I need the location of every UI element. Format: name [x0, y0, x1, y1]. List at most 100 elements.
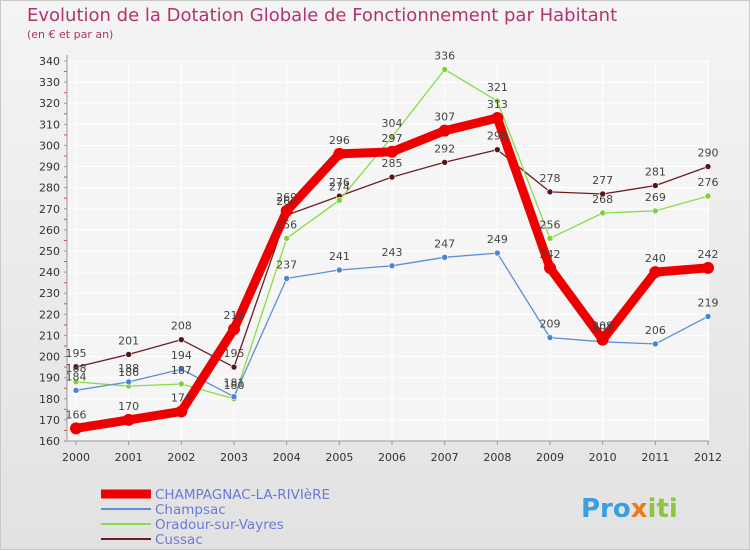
y-tick-label: 160	[39, 435, 60, 448]
x-tick-label: 2000	[62, 451, 90, 464]
point-cussac	[125, 351, 132, 358]
data-label-champagnac-la-rivi-re: 242	[698, 248, 719, 261]
data-label-cussac: 298	[487, 130, 508, 143]
point-champsac	[388, 262, 396, 270]
point-champagnac-la-rivi-re	[175, 405, 188, 418]
y-tick-label: 190	[39, 372, 60, 385]
data-label-cussac: 195	[66, 347, 87, 360]
point-champsac	[494, 249, 501, 257]
point-cussac	[546, 188, 554, 196]
point-cussac	[704, 163, 712, 170]
point-oradour-sur-vayres	[494, 97, 501, 105]
point-champagnac-la-rivi-re	[280, 204, 293, 217]
point-cussac	[178, 336, 185, 343]
data-label-champsac: 184	[66, 370, 87, 383]
data-label-oradour-sur-vayres: 186	[118, 366, 139, 379]
data-label-cussac: 267	[276, 195, 297, 208]
point-champsac	[704, 313, 712, 320]
y-tick-label: 210	[39, 329, 60, 342]
data-label-oradour-sur-vayres: 269	[645, 191, 666, 204]
y-tick-label: 250	[39, 245, 60, 258]
point-oradour-sur-vayres	[336, 197, 343, 204]
y-tick-label: 170	[39, 414, 60, 427]
svg-text:Proxiti: Proxiti	[581, 494, 678, 524]
y-tick-label: 340	[39, 55, 60, 68]
data-label-champsac: 241	[329, 250, 350, 263]
point-champagnac-la-rivi-re	[544, 261, 556, 274]
point-oradour-sur-vayres	[704, 192, 712, 200]
data-label-champagnac-la-rivi-re: 166	[66, 408, 87, 421]
point-champagnac-la-rivi-re	[438, 124, 451, 137]
y-tick-label: 260	[39, 224, 60, 237]
point-cussac	[494, 146, 501, 153]
chart-subtitle: (en € et par an)	[27, 28, 114, 41]
x-tick-label: 2006	[378, 451, 406, 464]
x-tick-label: 2012	[694, 451, 722, 464]
point-oradour-sur-vayres	[599, 209, 606, 217]
y-tick-label: 280	[39, 182, 60, 195]
data-label-oradour-sur-vayres: 256	[276, 218, 297, 231]
data-label-cussac: 278	[540, 172, 561, 185]
x-tick-label: 2002	[167, 451, 195, 464]
data-label-cussac: 281	[645, 166, 666, 179]
point-champsac	[546, 334, 554, 341]
logo-part-2: x	[631, 494, 648, 524]
data-label-champsac: 243	[382, 246, 403, 259]
point-champsac	[72, 387, 80, 394]
logo-part-3: iti	[648, 494, 678, 524]
y-tick-label: 220	[39, 308, 60, 321]
y-tick-label: 310	[39, 118, 60, 131]
data-label-oradour-sur-vayres: 268	[592, 193, 613, 206]
point-champagnac-la-rivi-re	[702, 261, 714, 274]
data-label-cussac: 195	[224, 347, 245, 360]
y-tick-label: 200	[39, 351, 60, 364]
proxiti-logo: Proxiti	[581, 494, 678, 524]
point-cussac	[230, 363, 238, 371]
data-label-oradour-sur-vayres: 304	[382, 117, 403, 130]
y-tick-label: 300	[39, 139, 60, 152]
point-champsac	[283, 275, 290, 282]
data-label-champagnac-la-rivi-re: 313	[487, 98, 508, 111]
data-label-cussac: 290	[698, 147, 719, 160]
data-label-champsac: 194	[171, 349, 192, 362]
data-label-champagnac-la-rivi-re: 174	[171, 391, 192, 404]
point-oradour-sur-vayres	[441, 66, 448, 73]
data-label-oradour-sur-vayres: 187	[171, 364, 192, 377]
x-tick-label: 2009	[536, 451, 564, 464]
data-label-champagnac-la-rivi-re: 307	[434, 111, 455, 124]
point-champagnac-la-rivi-re	[596, 333, 609, 346]
data-label-cussac: 277	[592, 174, 613, 187]
legend-label-champagnac-la-rivi-re: CHAMPAGNAC-LA-RIVIèRE	[155, 487, 330, 503]
point-champsac	[125, 378, 132, 386]
x-tick-label: 2003	[220, 451, 248, 464]
point-champagnac-la-rivi-re	[491, 112, 504, 124]
data-label-champsac: 249	[487, 233, 508, 246]
point-champagnac-la-rivi-re	[122, 413, 135, 426]
data-label-cussac: 292	[434, 142, 455, 155]
data-label-oradour-sur-vayres: 188	[66, 362, 87, 375]
point-champagnac-la-rivi-re	[70, 422, 82, 435]
data-label-champagnac-la-rivi-re: 240	[645, 252, 666, 265]
y-tick-label: 230	[39, 287, 60, 300]
point-champagnac-la-rivi-re	[649, 266, 662, 279]
point-cussac	[441, 159, 448, 166]
x-tick-label: 2007	[431, 451, 459, 464]
point-oradour-sur-vayres	[72, 378, 80, 386]
logo-part-1: Pro	[581, 494, 631, 524]
data-label-champagnac-la-rivi-re: 170	[118, 400, 139, 413]
data-label-champagnac-la-rivi-re: 242	[540, 248, 561, 261]
data-label-oradour-sur-vayres: 276	[698, 176, 719, 189]
legend-label-oradour-sur-vayres: Oradour-sur-Vayres	[155, 517, 284, 533]
y-tick-label: 290	[39, 161, 60, 174]
legend-label-cussac: Cussac	[155, 532, 203, 548]
data-label-champagnac-la-rivi-re: 208	[592, 320, 613, 333]
data-label-cussac: 276	[329, 176, 350, 189]
y-tick-label: 240	[39, 266, 60, 279]
point-cussac	[72, 363, 80, 371]
data-label-oradour-sur-vayres: 256	[540, 218, 561, 231]
point-oradour-sur-vayres	[283, 235, 290, 242]
data-label-champsac: 237	[276, 258, 297, 271]
data-label-champagnac-la-rivi-re: 296	[329, 134, 350, 147]
x-tick-label: 2011	[641, 451, 669, 464]
